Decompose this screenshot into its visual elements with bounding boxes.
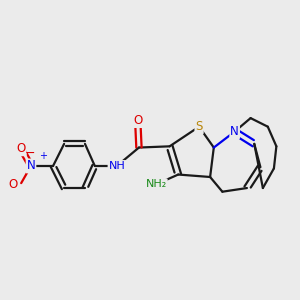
Text: +: + xyxy=(39,151,47,161)
Text: S: S xyxy=(195,120,203,133)
Text: O: O xyxy=(16,142,26,155)
Text: N: N xyxy=(230,125,239,138)
Text: O: O xyxy=(133,114,142,127)
Text: −: − xyxy=(25,147,35,161)
Text: N: N xyxy=(27,159,35,172)
Text: NH: NH xyxy=(109,161,125,171)
Text: NH₂: NH₂ xyxy=(146,179,167,189)
Text: O: O xyxy=(8,178,17,191)
